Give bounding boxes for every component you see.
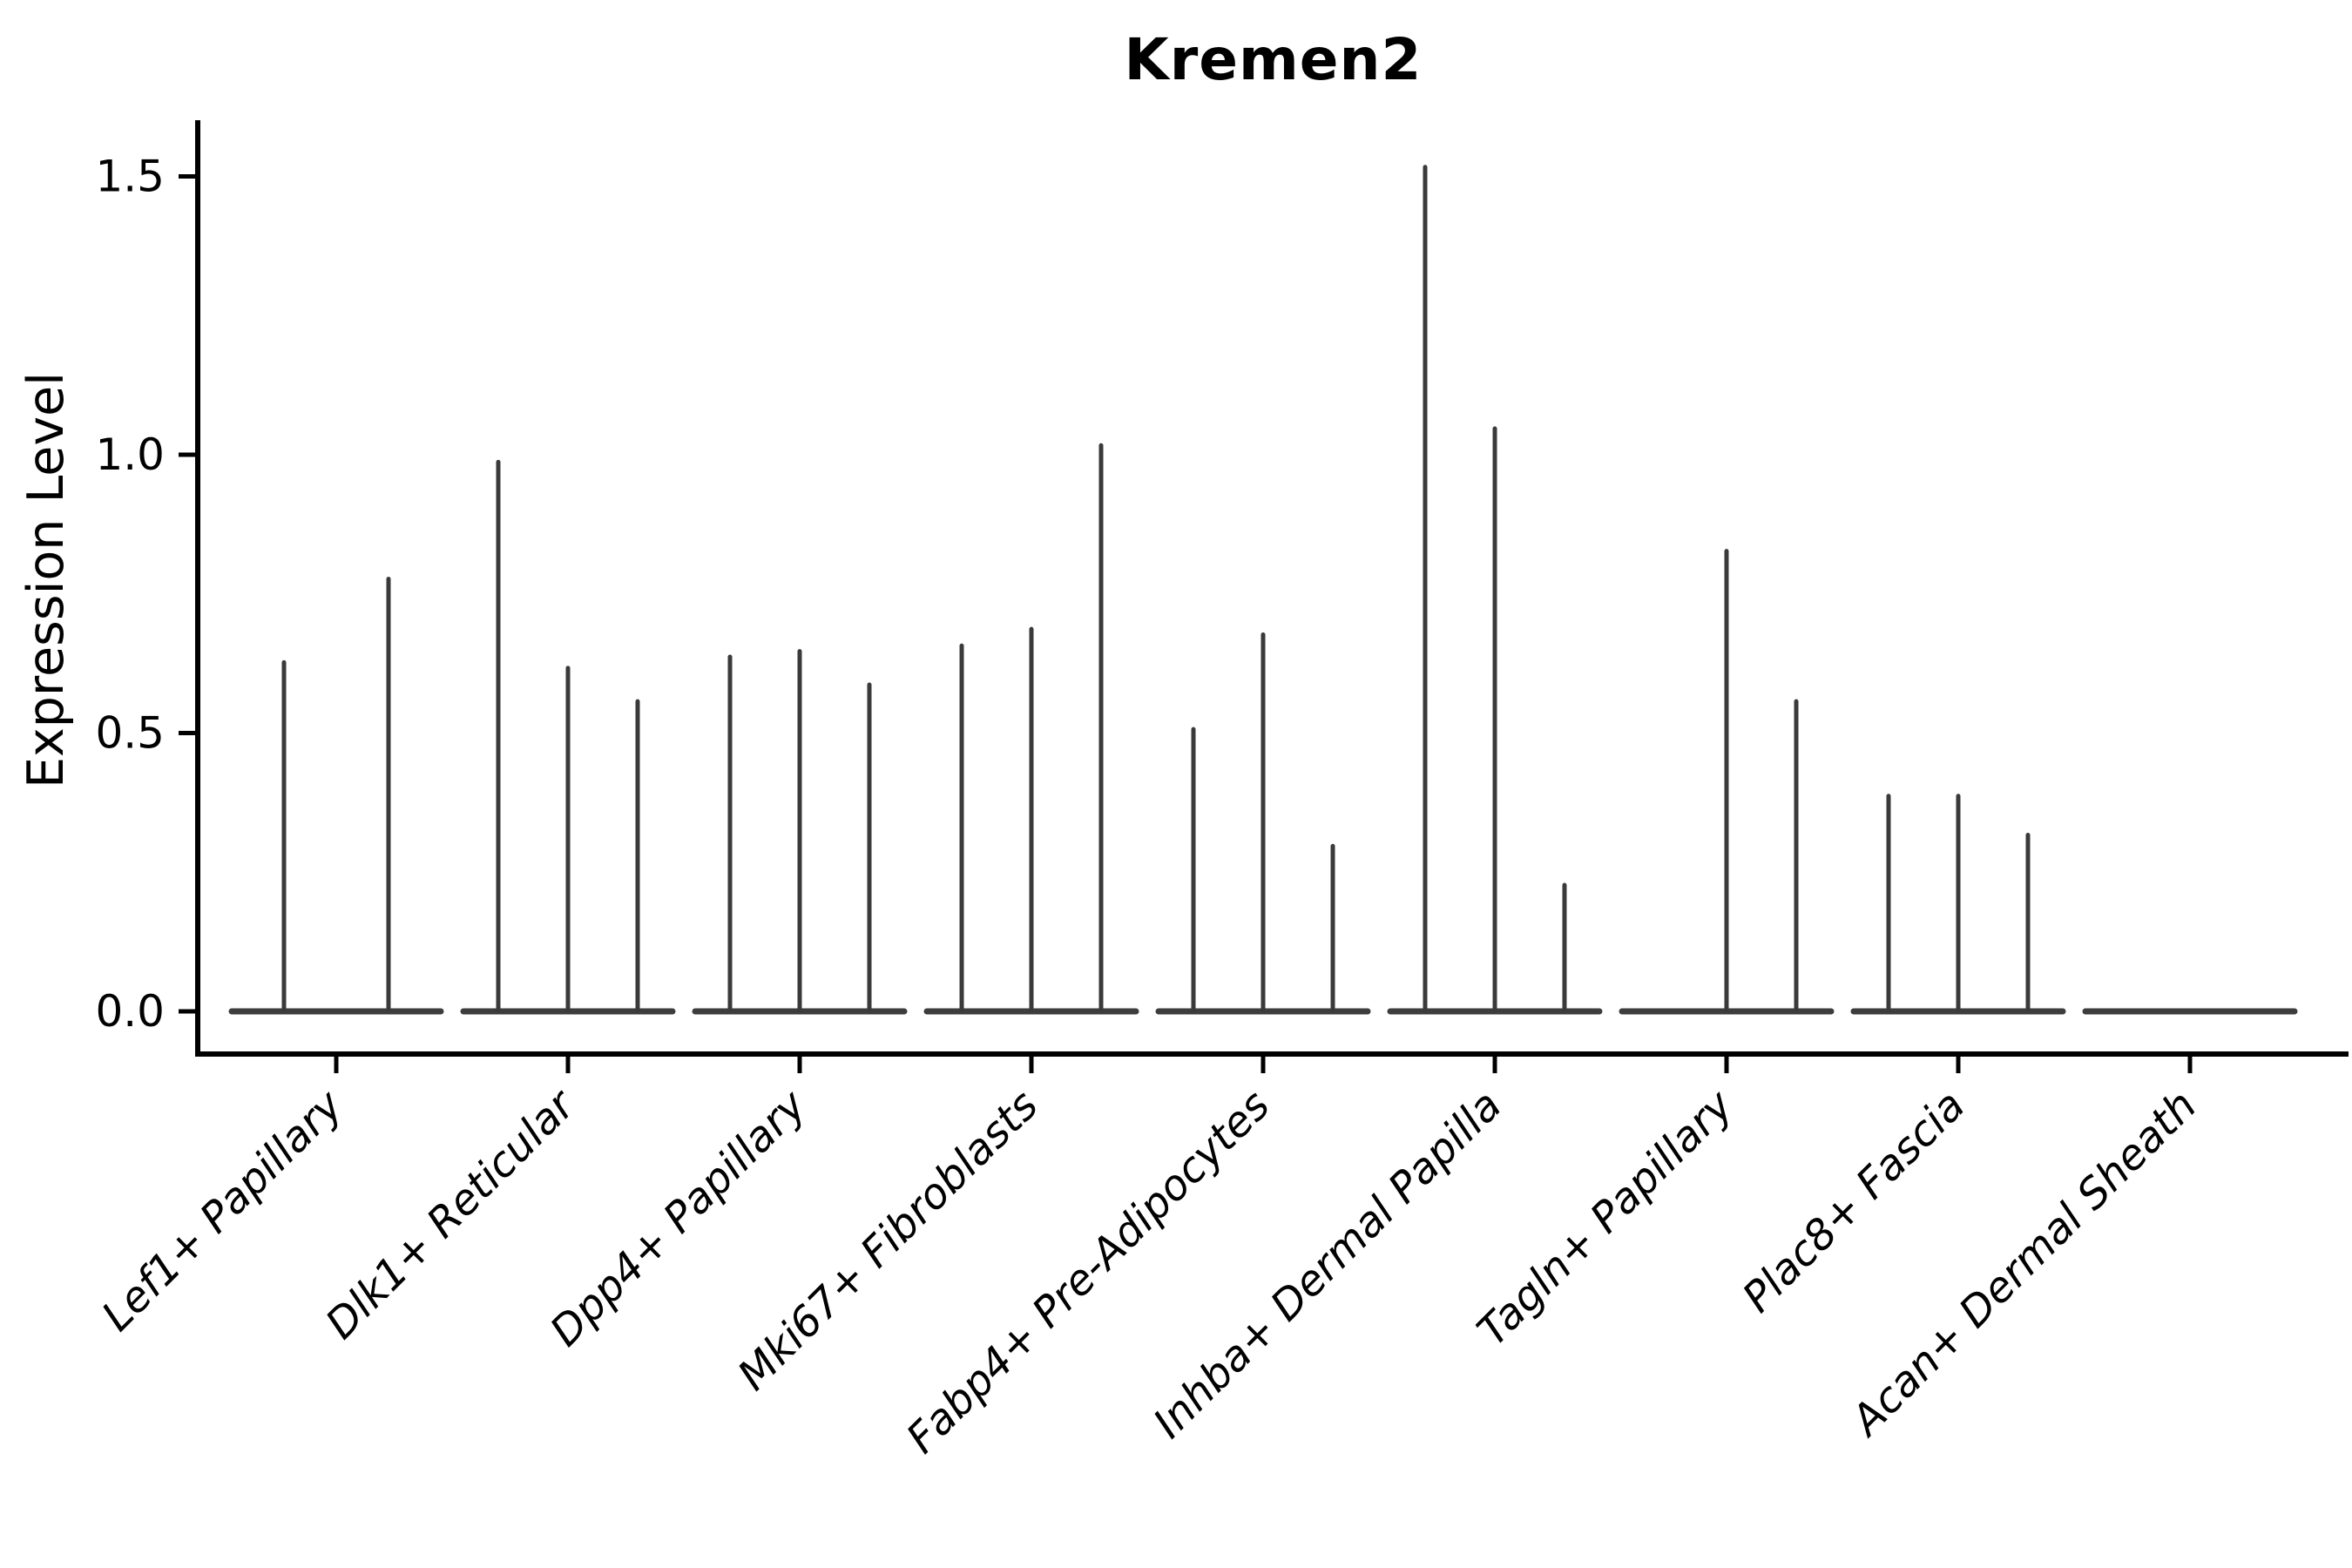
x-category-label: Lef1+ Papillary: [92, 1080, 353, 1341]
x-category-label: Dpp4+ Papillary: [541, 1080, 816, 1355]
chart-title: Kremen2: [1124, 26, 1423, 93]
x-category-label: Dlk1+ Reticular: [316, 1079, 586, 1349]
y-tick-label: 1.5: [95, 152, 165, 202]
x-category-label: Plac8+ Fascia: [1734, 1081, 1975, 1322]
y-tick-label: 1.0: [95, 429, 165, 480]
y-tick-label: 0.0: [95, 986, 165, 1037]
y-axis-label: Expression Level: [17, 372, 75, 788]
y-tick-label: 0.5: [95, 708, 165, 759]
x-category-label: Tagln+ Papillary: [1468, 1080, 1743, 1355]
